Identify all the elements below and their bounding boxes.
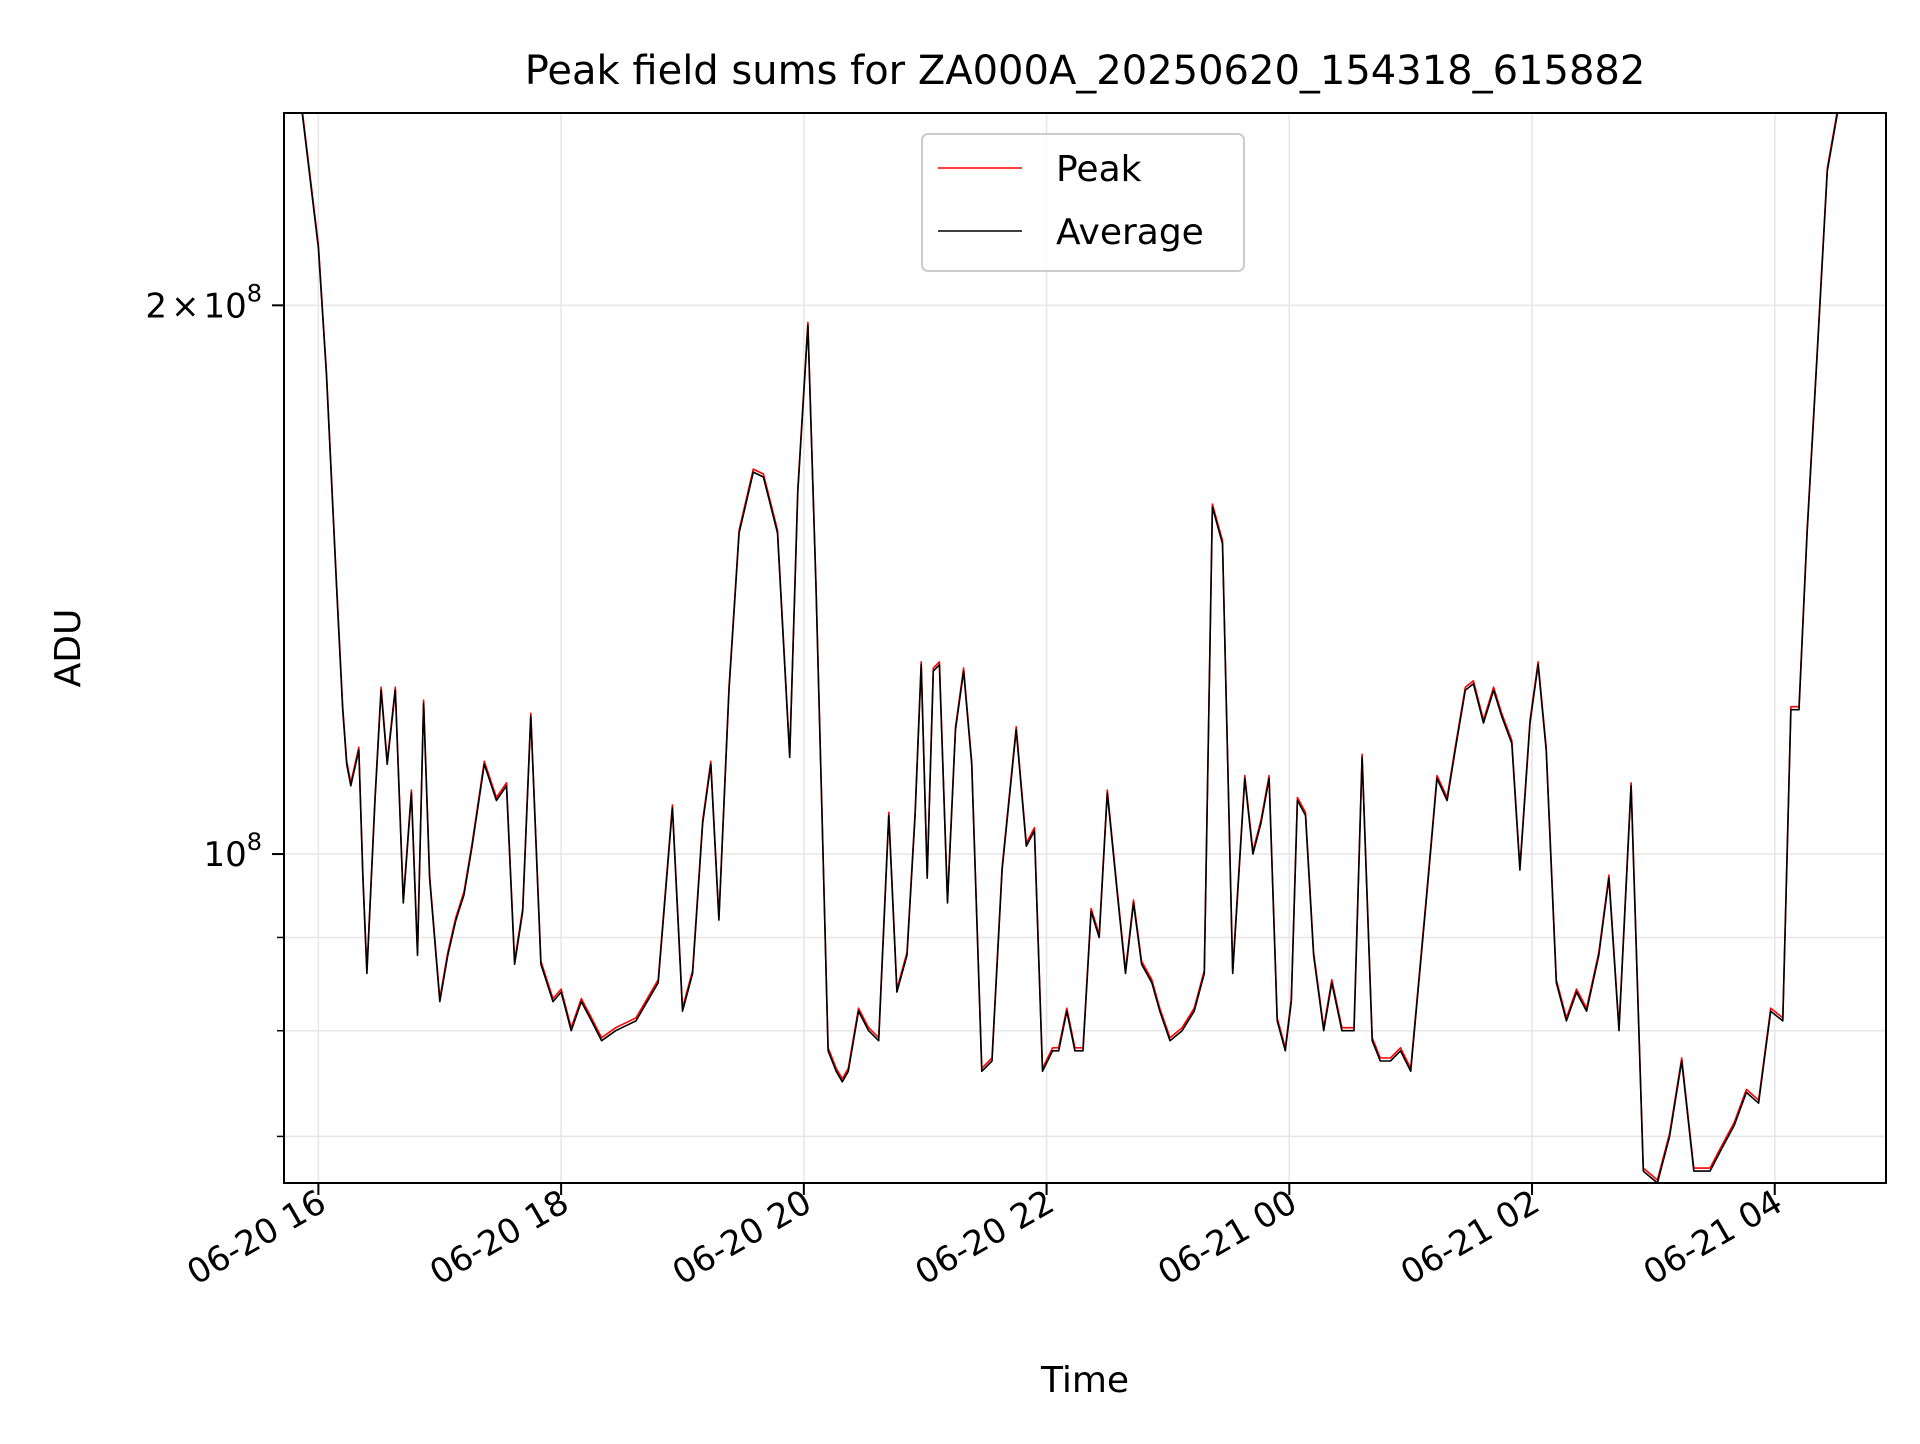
y-tick-base: 10	[203, 835, 246, 875]
legend: Peak Average	[921, 133, 1245, 272]
y-tick-label: 108	[203, 828, 262, 875]
y-tick-base: 10	[203, 286, 246, 326]
y-tick-label: 2 × 108	[145, 279, 262, 326]
y-tick-times: ×	[171, 286, 200, 326]
legend-label-average: Average	[1056, 212, 1204, 253]
series-layer	[284, 113, 1850, 1183]
series-line-average	[284, 113, 1850, 1183]
y-axis-label: ADU	[48, 609, 89, 688]
y-tick-exponent: 8	[247, 279, 262, 307]
x-axis-label: Time	[1040, 1360, 1129, 1401]
plot-frame	[283, 112, 1887, 1184]
legend-label-peak: Peak	[1056, 149, 1142, 190]
chart-title: Peak field sums for ZA000A_20250620_1543…	[525, 48, 1646, 94]
y-tick-coef: 2	[145, 286, 167, 326]
grid-layer	[284, 113, 1886, 1183]
y-tick-exponent: 8	[247, 828, 262, 856]
